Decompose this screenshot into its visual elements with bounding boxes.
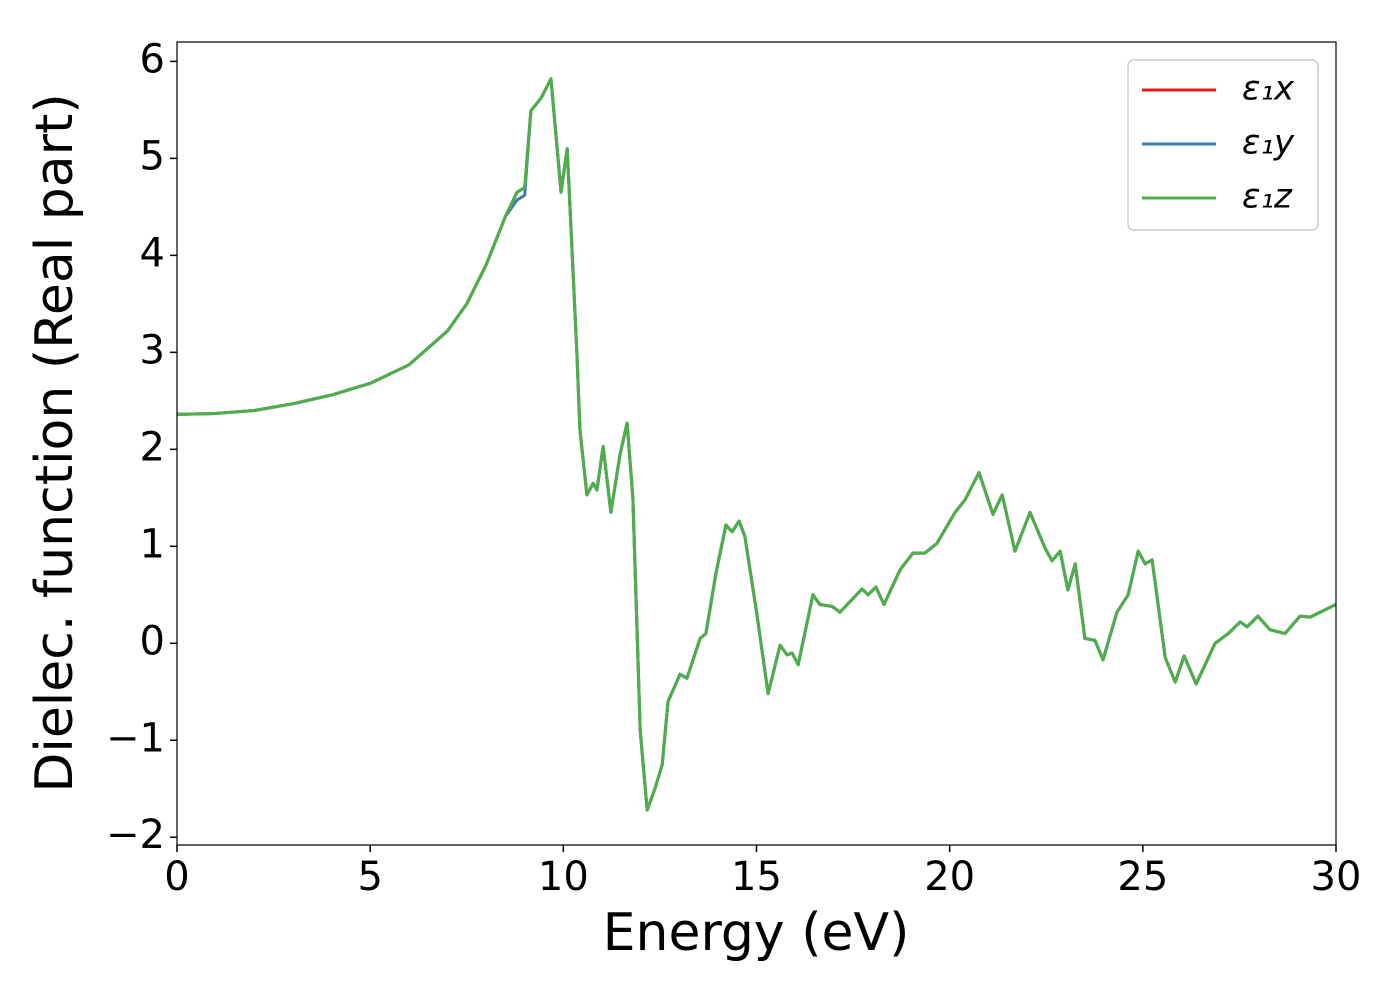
- y-axis-label: Dielec. function (Real part): [25, 93, 85, 792]
- series-line: [177, 77, 1336, 812]
- y-tick-label: −2: [106, 812, 165, 858]
- x-tick-label: 10: [538, 854, 589, 900]
- x-tick-label: 20: [924, 854, 975, 900]
- plot-frame: [176, 41, 1337, 846]
- y-tick-label: 4: [140, 230, 165, 276]
- y-tick-label: 0: [140, 618, 165, 664]
- legend-label: ε₁x: [1242, 69, 1295, 109]
- y-tick-label: 6: [140, 36, 165, 82]
- y-tick-label: 1: [140, 521, 165, 567]
- y-tick-label: −1: [106, 715, 165, 761]
- x-tick-label: 25: [1117, 854, 1168, 900]
- x-tick-label: 30: [1311, 854, 1362, 900]
- legend-label: ε₁y: [1242, 123, 1295, 163]
- x-tick-label: 0: [164, 854, 189, 900]
- y-tick-label: 3: [140, 327, 165, 373]
- y-tick-label: 2: [140, 424, 165, 470]
- legend-frame: [1127, 59, 1319, 231]
- y-tick-label: 5: [140, 133, 165, 179]
- legend-label: ε₁z: [1242, 177, 1293, 217]
- x-axis-label: Energy (eV): [603, 903, 910, 963]
- x-tick-label: 15: [731, 854, 782, 900]
- x-tick-label: 5: [357, 854, 382, 900]
